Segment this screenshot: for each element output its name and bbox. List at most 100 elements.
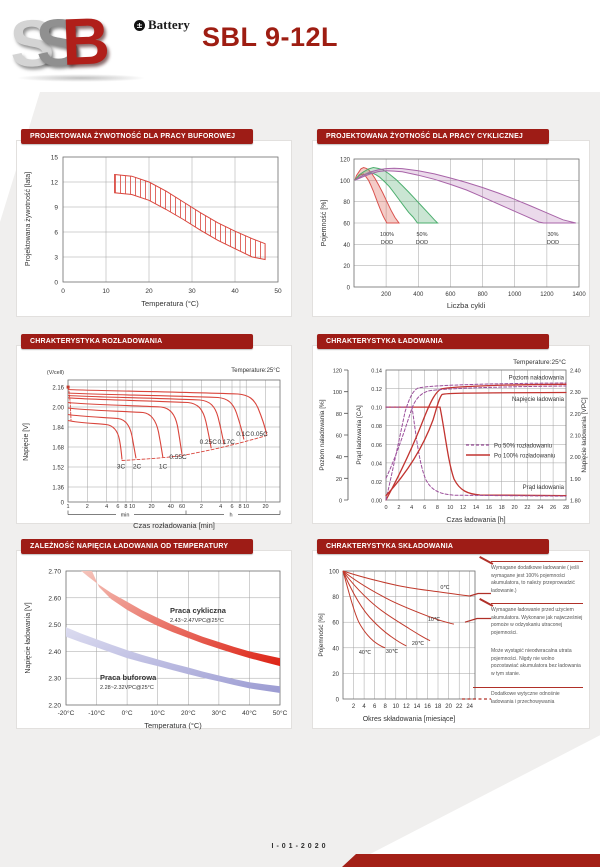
- tick-label: 50: [274, 288, 282, 295]
- y-axis-label: Napięcie [V]: [23, 423, 30, 461]
- tick-label: 1.90: [570, 477, 581, 483]
- tick-label: 20: [262, 504, 268, 510]
- tick-label: 6: [423, 505, 426, 511]
- tick-label: 60: [179, 504, 185, 510]
- tick-label: 22: [456, 704, 463, 710]
- life-band: [114, 173, 266, 261]
- tick-label: 2.30: [48, 676, 61, 683]
- chart-card-charging: CHRAKTERYSTYKA ŁADOWANIA Poziom naładowa…: [312, 334, 590, 524]
- tick-label: 120: [333, 369, 342, 375]
- buffer-life-chart: 0 3 6 9 12 15 0 10 20 30 40 50 Projektowana żywotn…: [25, 155, 282, 309]
- tick-label: -20°C: [58, 709, 75, 717]
- tick-label: 0: [336, 698, 340, 704]
- chart-title-bar: PROJEKTOWANA ŻYOTNOŚĆ DLA PRACY CYKLICZN…: [317, 129, 549, 144]
- tick-label: 60: [332, 621, 339, 627]
- tick-label: 20°C: [181, 709, 196, 717]
- tick-label: 600: [445, 292, 456, 298]
- tick-label: 200: [381, 292, 392, 298]
- tick-label: 0.10: [371, 406, 382, 412]
- x-tick-labels: 2 4 6 8 10 12 14 16 18 20 22 24: [352, 704, 474, 710]
- cyclic-band: [81, 571, 280, 667]
- tick-label: 80: [332, 595, 339, 601]
- grid-lines: [62, 156, 279, 283]
- current-50: [385, 406, 567, 497]
- level-axis-label: Poziom naładowania [%]: [319, 399, 326, 470]
- x-tick-labels: 0 10 20 30 40 50: [61, 288, 282, 295]
- tick-label: 80: [343, 200, 350, 206]
- dod-50-label-bottom: DOD: [416, 240, 428, 246]
- y-tick-labels: 0 20 40 60 80 100 120: [340, 158, 351, 292]
- tick-label: 10: [243, 504, 249, 510]
- tick-label: 0: [384, 505, 387, 511]
- chart-title-bar: CHRAKTERYSTYKA SKŁADOWANIA: [317, 539, 549, 554]
- curve-label-3c: 3C: [117, 464, 126, 471]
- tick-label: 2.50: [48, 622, 61, 629]
- tick-label: 0.04: [371, 461, 382, 467]
- plot-frame: [342, 570, 476, 700]
- x-axis-label: Czas rozładowania [min]: [133, 521, 215, 530]
- y-axis-label: Napięcie ładowania [V]: [25, 602, 32, 673]
- tick-label: 12: [403, 704, 410, 710]
- grid-lines: [385, 369, 567, 501]
- tick-label: 1.68: [52, 446, 64, 452]
- tick-label: 18: [435, 704, 442, 710]
- tick-label: 16: [424, 704, 431, 710]
- tick-label: 1.80: [570, 499, 581, 505]
- logo-letter-b: B: [60, 3, 111, 79]
- tick-label: 2.16: [52, 386, 64, 392]
- tick-label: 10: [392, 704, 399, 710]
- tick-label: 40: [168, 504, 174, 510]
- tick-label: 24: [466, 704, 473, 710]
- cyclic-band-label: Praca cykliczna: [170, 606, 227, 615]
- curve-label-1c: 1C: [159, 464, 168, 471]
- logo-shadow: [16, 74, 146, 82]
- grid-lines: [342, 570, 476, 700]
- annotation-current: Prąd ładowania: [523, 485, 565, 491]
- start-marker: [66, 385, 70, 389]
- storage-note-irreversible-loss: Może wystąpić nieodwracalna utrata pojem…: [491, 648, 581, 677]
- tick-label: 40: [343, 243, 350, 249]
- curve-label-055c: 0.55C: [169, 454, 187, 461]
- level-100: [385, 383, 567, 501]
- curve-label-40c: 40℃: [359, 650, 372, 656]
- tick-label: 0.00: [371, 499, 382, 505]
- voltage-tick-labels: 2.40 2.30 2.20 2.10 2.00 1.90 1.80: [570, 369, 581, 505]
- tick-label: 10: [102, 288, 110, 295]
- tick-label: 16: [486, 505, 492, 511]
- tick-label: 0.06: [371, 443, 382, 449]
- legend-label-100: Po 100% rozładowaniu: [494, 454, 555, 460]
- chart-title-bar: ZALEŻNOŚĆ NAPIĘCIA ŁADOWANIA OD TEMPERAT…: [21, 539, 253, 554]
- tick-label: 20: [336, 477, 342, 483]
- tick-label: 20: [148, 504, 154, 510]
- curve-label-0c: 0℃: [440, 585, 450, 591]
- legend-label-50: Po 50% rozładowaniu: [494, 444, 552, 450]
- tick-label: 0: [61, 288, 65, 295]
- legend: Po 50% rozładowaniu Po 100% rozładowaniu: [466, 444, 555, 460]
- x-tick-labels: 0 2 4 6 8 10 12 14 16 18 20 22 24 26 28: [384, 505, 569, 511]
- tick-label: 0: [54, 280, 58, 287]
- current-tick-labels: 0.14 0.12 0.10 0.08 0.06 0.04 0.02 0.00: [371, 369, 382, 505]
- temperature-note: Temperature:25°C: [513, 358, 566, 366]
- curve-0c: [342, 570, 470, 597]
- tick-label: 15: [51, 155, 59, 162]
- logo-brand: ± Battery: [134, 17, 190, 33]
- tick-label: 40°C: [242, 709, 257, 717]
- dod-100-band: [354, 166, 400, 224]
- annotation-voltage: Napięcie ładowania: [512, 397, 565, 403]
- unit-label-min: min: [121, 513, 130, 519]
- tick-label: 12: [51, 180, 59, 187]
- y-tick-labels: 0 3 6 9 12 15: [51, 155, 59, 287]
- curve-3c: [67, 419, 123, 460]
- tick-label: 26: [550, 505, 556, 511]
- chart-card-discharge: CHRAKTERYSTYKA ROZŁADOWANIA 3C 2C 1C 0.5…: [16, 334, 292, 530]
- footer-revision: I-01-2020: [271, 843, 329, 850]
- tick-label: 100: [329, 570, 340, 576]
- connector-60pct: [464, 617, 491, 623]
- tick-label: 1: [66, 504, 69, 510]
- temperature-note: Temperature:25°C: [231, 368, 280, 374]
- current-axis-label: Prąd ładowania [CA]: [356, 405, 363, 464]
- tick-label: 40: [231, 288, 239, 295]
- tick-label: 6: [230, 504, 233, 510]
- tick-label: 50°C: [273, 709, 288, 717]
- tick-label: 0: [61, 501, 65, 507]
